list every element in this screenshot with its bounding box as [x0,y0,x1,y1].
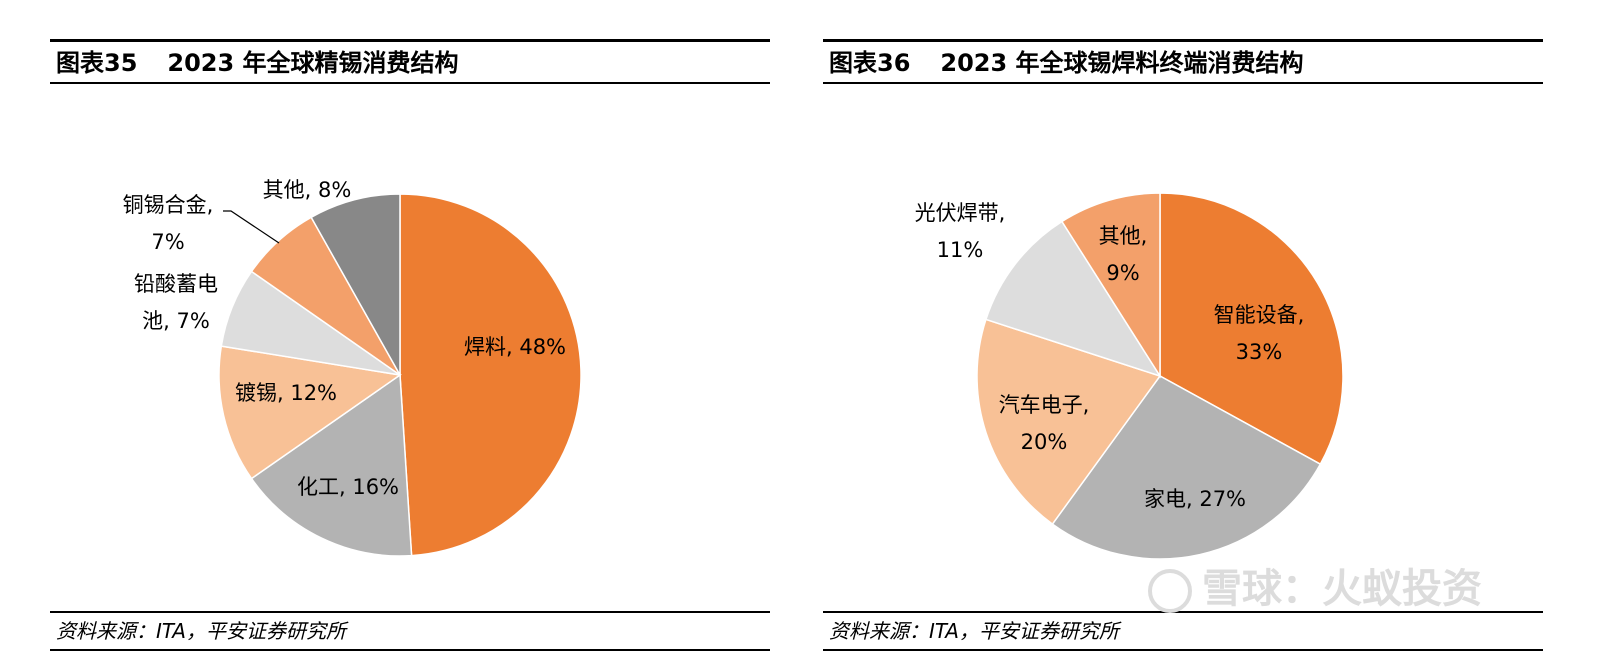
top-rule [823,39,1543,42]
source-rule-top [823,611,1543,613]
chart-title: 图表35 2023 年全球精锡消费结构 [56,45,459,81]
slice-label-铅酸蓄电池: 铅酸蓄电池, 7% [134,272,218,333]
source-rule-bottom [823,649,1543,651]
slice-label-化工: 化工, 16% [297,475,399,499]
source-note: 资料来源：ITA，平安证券研究所 [56,619,346,643]
pie-slice-化工 [250,373,413,557]
title-rule [823,82,1543,84]
pie-slice-镀锡 [218,345,402,480]
slice-label-智能设备: 智能设备, 33% [1214,303,1305,364]
figure-title: 2023 年全球精锡消费结构 [167,49,459,77]
watermark-text: 雪球：火蚁投资 [1202,566,1482,612]
pie-slice-其他 [310,193,401,378]
figure-number: 图表36 [829,49,911,77]
chart-panel-solder-terminal: 图表36 2023 年全球锡焊料终端消费结构 智能设备, 33% 家电, 27% 汽车电… [823,0,1543,657]
pie-chart-solder-terminal: 智能设备, 33% 家电, 27% 汽车电子, 20% 光伏焊带, 11% 其他, 9% [915,192,1344,560]
figure-title: 2023 年全球锡焊料终端消费结构 [940,49,1304,77]
pie-slice-其他 [1060,192,1161,379]
top-rule [50,39,770,42]
pie-slice-光伏焊带 [985,220,1162,378]
pie-chart-refined-tin: 焊料, 48% 化工, 16% 镀锡, 12% 铅酸蓄电池, 7% 铜锡合金, 7% 其他,… [123,178,582,557]
source-rule-top [50,611,770,613]
slice-label-其他: 其他, 9% [1099,224,1148,285]
slice-label-铜锡合金: 铜锡合金, 7% [123,193,214,254]
slice-label-家电: 家电, 27% [1144,487,1246,511]
source-rule-bottom [50,649,770,651]
source-note: 资料来源：ITA，平安证券研究所 [829,619,1119,643]
label-leader-line [223,210,280,244]
slice-label-其他: 其他, 8% [263,178,352,202]
slice-label-汽车电子: 汽车电子, 20% [999,393,1090,454]
pie-slice-汽车电子 [976,318,1162,526]
pie-slice-焊料 [399,193,582,557]
chart-title: 图表36 2023 年全球锡焊料终端消费结构 [829,45,1304,81]
slice-label-镀锡: 镀锡, 12% [235,381,337,405]
title-rule [50,82,770,84]
pie-slice-智能设备 [1159,192,1344,466]
chart-panel-refined-tin: 图表35 2023 年全球精锡消费结构 焊料, 48% 化工, 16% 镀锡, 12%… [50,0,770,657]
pie-slice-家电 [1051,375,1322,560]
slice-label-光伏焊带: 光伏焊带, 11% [915,201,1006,262]
watermark: 雪球：火蚁投资 [1148,563,1482,615]
slice-label-焊料: 焊料, 48% [464,335,566,359]
snowball-logo-icon [1148,569,1192,613]
figure-number: 图表35 [56,49,138,77]
